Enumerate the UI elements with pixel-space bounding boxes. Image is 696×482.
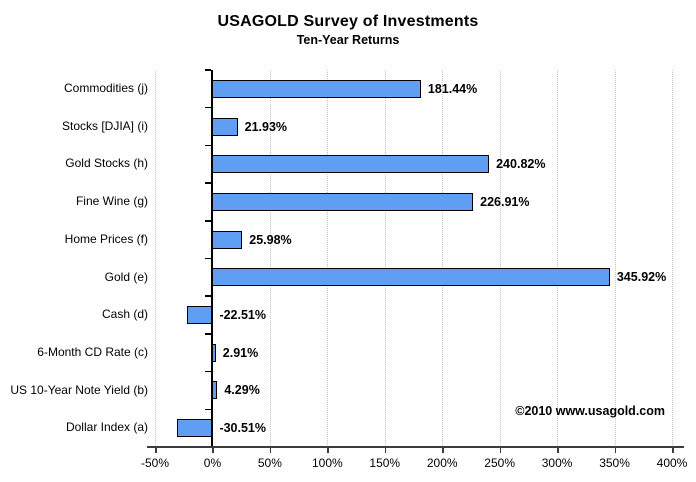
gridline-300% — [557, 70, 559, 447]
category-boundary-tick — [205, 295, 212, 297]
bar-value-label: 226.91% — [480, 194, 530, 209]
chart-bar — [212, 230, 243, 249]
chart-subtitle: Ten-Year Returns — [296, 33, 400, 47]
chart-bar — [177, 419, 213, 438]
bar-value-label: -22.51% — [219, 308, 266, 323]
x-axis-tick — [672, 448, 674, 453]
category-label: Dollar Index (a) — [65, 420, 148, 435]
x-axis-tick — [557, 448, 559, 453]
category-label: US 10-Year Note Yield (b) — [10, 382, 148, 397]
x-axis-tick — [614, 448, 617, 453]
chart-bar — [212, 117, 238, 136]
x-tick-label: 350% — [599, 456, 630, 470]
x-tick-label: 50% — [257, 456, 282, 470]
x-tick-label: 0% — [203, 456, 222, 470]
chart-bar — [212, 79, 421, 98]
x-axis-line — [147, 446, 684, 448]
gridline-50% — [269, 70, 271, 447]
gridline-200% — [442, 70, 444, 447]
x-tick-label: 400% — [656, 456, 688, 470]
zero-axis-line — [211, 70, 214, 447]
x-tick-label: 250% — [484, 456, 515, 470]
bar-value-label: 345.92% — [616, 270, 667, 285]
category-boundary-tick — [205, 69, 212, 71]
category-boundary-tick — [205, 220, 212, 222]
category-label: Cash (d) — [101, 307, 148, 322]
category-label: Gold (e) — [104, 269, 148, 284]
category-label: Stocks [DJIA] (i) — [61, 118, 148, 133]
chart-bar — [212, 192, 474, 211]
category-boundary-tick — [205, 408, 212, 411]
x-tick-label: 300% — [541, 456, 573, 470]
category-boundary-tick — [205, 257, 212, 260]
chart-bar — [212, 343, 216, 362]
x-tick-label: 150% — [369, 456, 401, 470]
chart-bar — [186, 306, 213, 325]
category-boundary-tick — [205, 333, 212, 335]
chart-title: USAGOLD Survey of Investments — [217, 13, 479, 30]
x-axis-tick — [155, 448, 157, 453]
chart-bar — [212, 155, 490, 174]
category-label: Gold Stocks (h) — [65, 156, 148, 171]
bar-value-label: -30.51% — [219, 421, 266, 436]
category-label: 6-Month CD Rate (c) — [37, 344, 148, 359]
category-boundary-tick — [205, 182, 212, 184]
bar-value-label: 25.98% — [249, 232, 292, 247]
category-label: Home Prices (f) — [64, 231, 148, 246]
chart-bar — [212, 268, 610, 287]
gridline-250% — [499, 70, 501, 447]
bar-value-label: 240.82% — [496, 157, 546, 172]
gridline-100% — [327, 70, 329, 447]
x-axis-tick — [442, 448, 444, 453]
x-tick-label: 200% — [426, 456, 458, 470]
x-tick-label: 100% — [311, 456, 343, 470]
x-axis-tick — [269, 448, 272, 453]
x-axis-tick — [384, 448, 387, 453]
x-axis-tick — [327, 448, 329, 453]
x-axis-tick — [499, 448, 502, 453]
x-tick-label: -50% — [140, 456, 169, 470]
category-boundary-tick — [205, 370, 212, 373]
bar-value-label: 181.44% — [427, 81, 478, 96]
chart-bar — [212, 381, 218, 400]
bar-value-label: 2.91% — [222, 345, 259, 360]
copyright-text: ©2010 www.usagold.com — [515, 404, 665, 418]
bar-value-label: 4.29% — [224, 383, 260, 398]
gridline-400% — [672, 70, 673, 447]
category-boundary-tick — [205, 144, 212, 147]
gridline--50% — [155, 70, 156, 447]
gridline-150% — [384, 70, 386, 447]
gridline-350% — [614, 70, 616, 447]
bar-value-label: 21.93% — [244, 119, 288, 134]
plot-area: 181.44% 21.93% 240.82% 226.91% 25.98% 345.92%… — [155, 69, 673, 448]
x-axis-tick — [212, 448, 214, 453]
category-label: Commodities (j) — [63, 81, 148, 95]
category-boundary-tick — [205, 106, 212, 109]
category-label: Fine Wine (g) — [75, 194, 148, 209]
